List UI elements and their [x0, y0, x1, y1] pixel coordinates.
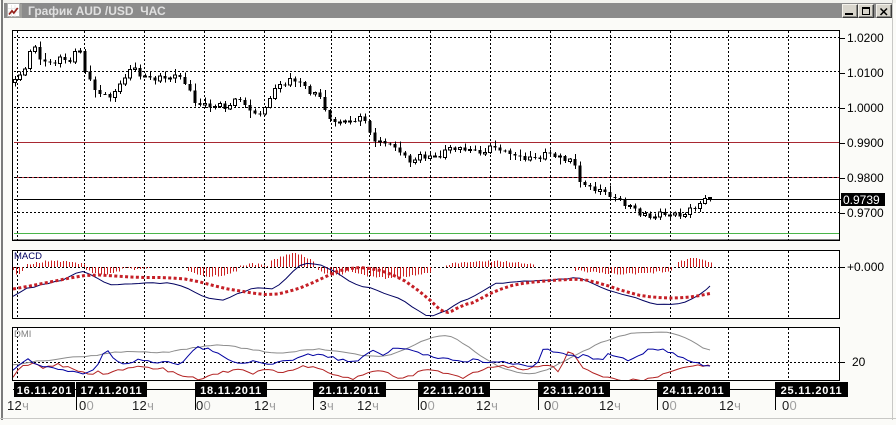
- svg-text:0.9900: 0.9900: [847, 136, 884, 150]
- svg-text:20: 20: [852, 355, 866, 369]
- svg-text:21.11.2011: 21.11.2011: [319, 385, 381, 397]
- svg-text:1.0000: 1.0000: [847, 101, 884, 115]
- svg-text:DMI: DMI: [14, 329, 31, 340]
- svg-text:00: 00: [544, 398, 559, 413]
- svg-text:12ч: 12ч: [599, 398, 621, 413]
- svg-text:MACD: MACD: [14, 251, 42, 262]
- svg-text:00: 00: [782, 398, 797, 413]
- svg-text:18.11.2011: 18.11.2011: [200, 385, 262, 397]
- svg-text:12ч: 12ч: [7, 398, 29, 413]
- svg-text:0.9739: 0.9739: [843, 193, 880, 207]
- svg-text:12ч: 12ч: [357, 398, 379, 413]
- svg-text:12ч: 12ч: [476, 398, 498, 413]
- svg-text:24.11.2011: 24.11.2011: [663, 385, 725, 397]
- svg-text:12ч: 12ч: [254, 398, 276, 413]
- svg-text:0.9700: 0.9700: [847, 206, 884, 220]
- svg-text:00: 00: [662, 398, 677, 413]
- svg-text:00: 00: [196, 398, 211, 413]
- svg-text:25.11.2011: 25.11.2011: [781, 385, 843, 397]
- svg-text:16.11.201: 16.11.201: [17, 385, 73, 397]
- svg-text:12ч: 12ч: [132, 398, 154, 413]
- svg-text:17.11.2011: 17.11.2011: [81, 385, 143, 397]
- svg-text:00: 00: [420, 398, 435, 413]
- svg-text:22.11.2011: 22.11.2011: [423, 385, 485, 397]
- svg-text:0.9800: 0.9800: [847, 171, 884, 185]
- svg-text:3ч: 3ч: [320, 398, 335, 413]
- svg-text:+0.000: +0.000: [847, 260, 884, 274]
- svg-text:1.0100: 1.0100: [847, 66, 884, 80]
- svg-text:00: 00: [79, 398, 94, 413]
- svg-text:1.0200: 1.0200: [847, 31, 884, 45]
- svg-text:23.11.2011: 23.11.2011: [543, 385, 605, 397]
- svg-text:12ч: 12ч: [719, 398, 741, 413]
